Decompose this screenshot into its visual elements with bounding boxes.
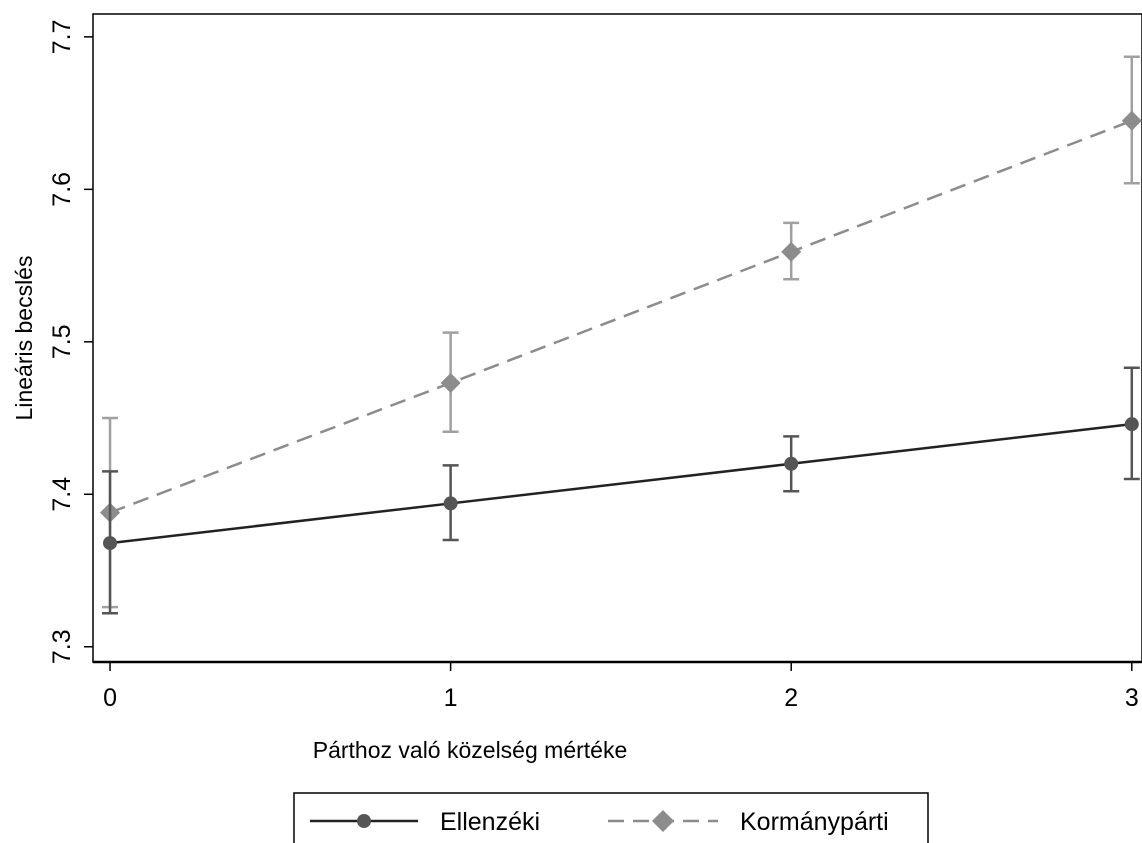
point-0-3 <box>1124 417 1139 432</box>
point-1-1 <box>440 372 461 393</box>
series-0 <box>102 366 1140 615</box>
point-0-1 <box>443 496 458 511</box>
legend-label-kormanyparti: Kormánypárti <box>740 808 889 836</box>
x-tick-label-1: 1 <box>444 684 458 712</box>
y-axis: 7.3 7.4 7.5 7.6 7.7 <box>48 19 93 664</box>
point-0-2 <box>784 456 799 471</box>
x-tick-label-3: 3 <box>1125 684 1139 712</box>
plot-area <box>92 13 1142 663</box>
legend-marker-ellenzeki <box>357 814 371 828</box>
x-tick-label-2: 2 <box>784 684 798 712</box>
y-tick-label-3: 7.6 <box>48 172 76 207</box>
point-1-2 <box>781 241 802 262</box>
legend: Ellenzéki Kormánypárti <box>293 792 929 843</box>
legend-label-ellenzeki: Ellenzéki <box>440 808 540 836</box>
series-line-0 <box>109 422 1132 545</box>
y-tick-label-1: 7.4 <box>48 477 76 512</box>
x-axis-title: Párthoz való közelség mértéke <box>313 737 628 763</box>
point-1-3 <box>1121 110 1142 131</box>
point-0-0 <box>103 536 118 551</box>
series-layer <box>100 55 1142 615</box>
y-tick-label-0: 7.3 <box>48 629 76 664</box>
y-tick-label-2: 7.5 <box>48 324 76 359</box>
x-tick-label-0: 0 <box>103 684 117 712</box>
y-tick-label-4: 7.7 <box>48 19 76 54</box>
y-axis-title: Lineáris becslés <box>11 256 37 421</box>
legend-box <box>293 792 929 843</box>
legend-marker-kormanyparti <box>652 810 674 832</box>
x-axis: 0 1 2 3 <box>93 660 1142 712</box>
series-line-1 <box>109 119 1133 514</box>
